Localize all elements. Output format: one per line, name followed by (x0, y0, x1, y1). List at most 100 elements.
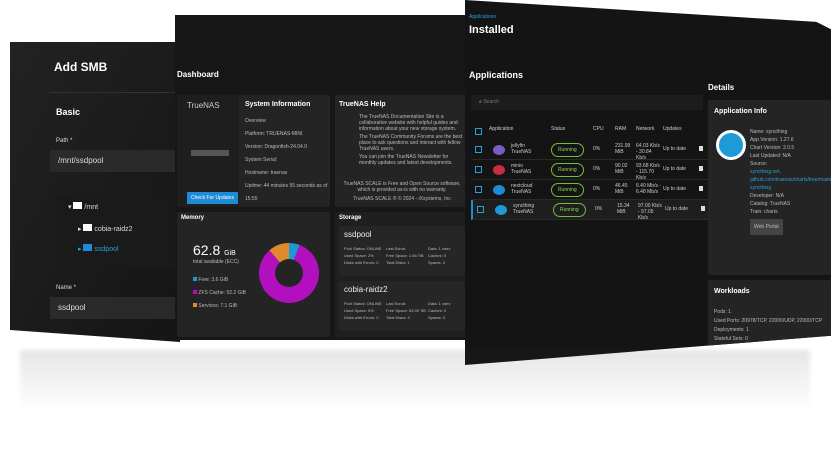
col-application[interactable]: Application (489, 126, 514, 132)
legend-item: Services: 7.1 GiB (193, 300, 246, 313)
pool-card[interactable]: ssdpool Pool Status: ONLINE Used Space: 2%… (339, 226, 465, 276)
check-updates-button[interactable]: Check For Updates (187, 192, 239, 204)
legend-swatch (193, 290, 197, 294)
donut-hole (275, 259, 303, 287)
table-header: Application Status CPU RAM Network Updat… (471, 118, 711, 144)
workloads-card: Workloads Pods: 1 Used Ports: 20978/TCP, … (708, 280, 831, 350)
search-placeholder: Search (483, 99, 500, 105)
path-input[interactable]: /mnt/ssdpool (50, 150, 180, 172)
source-link[interactable]: syncthing.net, (750, 169, 781, 175)
ram-cell: 231.99 MiB (615, 143, 631, 155)
card-title: Memory (181, 215, 205, 221)
pool-stat: Last Scrub: (386, 246, 407, 251)
section-title: Applications (469, 70, 524, 80)
tree-item-cobia[interactable]: ▸ cobia-raidz2 (78, 224, 133, 233)
help-docs: The TrueNAS Documentation Site is a coll… (359, 114, 458, 132)
overview-label: Overview (245, 118, 266, 124)
pool-card[interactable]: cobia-raidz2 Pool Status: ONLINE Used Spac… (339, 281, 465, 331)
detail-line: App Version: 1.27.6 (750, 137, 794, 143)
table-row[interactable]: syncthing TrueNAS Running 0% 15.34 MiB 97.00 … (471, 200, 711, 221)
network-cell: 97.00 Kb/s - 97.05 Kb/s (638, 203, 662, 221)
help-footer: TrueNAS SCALE is Free and Open Source so… (343, 181, 461, 193)
tree-item-ssdpool[interactable]: ▸ ssdpool (78, 244, 119, 253)
status-badge: Running (551, 143, 584, 157)
ram-cell: 46.45 MiB (615, 183, 628, 195)
server-image (191, 150, 229, 156)
help-forums: The TrueNAS Community Forums are the bes… (359, 134, 463, 152)
section-title: Basic (56, 107, 81, 117)
tree-item-mnt[interactable]: ▾ /mnt (68, 202, 99, 211)
pool-stat: Spares: 0 (428, 315, 446, 320)
pool-stat: Spares: 0 (428, 260, 446, 265)
add-smb-panel: Add SMB Basic Path * /mnt/ssdpool ▾ /mnt… (10, 42, 180, 342)
detail-line: Name: syncthing (750, 129, 788, 135)
uptime: Uptime: 44 minutes 55 seconds as of 15:5… (245, 183, 328, 202)
memory-donut-chart (259, 243, 319, 303)
table-row[interactable]: jellyfin TrueNAS Running 0% 231.99 MiB 64.03 … (471, 140, 711, 161)
cpu-cell: 0% (593, 146, 601, 152)
breadcrumb[interactable]: Applications (469, 14, 496, 20)
col-updates: Updates (663, 126, 682, 132)
tree-label: cobia-raidz2 (94, 226, 133, 233)
name-input[interactable]: ssdpool (50, 297, 180, 319)
pool-stat: Used Space: 5% (344, 308, 374, 313)
trash-icon[interactable] (699, 186, 703, 191)
table-row[interactable]: nextcloud TrueNAS Running 0% 46.45 MiB 6.40 M… (471, 180, 711, 200)
row-checkbox[interactable] (475, 146, 482, 153)
system-serial: System Serial: (245, 157, 278, 163)
app-name-cell: nextcloud TrueNAS (511, 183, 533, 195)
row-checkbox[interactable] (475, 166, 482, 173)
cpu-cell: 0% (595, 206, 603, 212)
search-icon: ⌕ (479, 99, 482, 105)
detail-line: Last Updated: N/A (750, 153, 791, 159)
updates-cell: Up to date (665, 206, 689, 212)
source-link[interactable]: syncthing (750, 185, 772, 191)
apps-panel: Applications Installed Applications ⌕ Se… (465, 0, 831, 365)
pool-name: ssdpool (344, 230, 372, 239)
pool-stat: Data: 1 vdev (428, 246, 451, 251)
network-cell: 64.03 Kb/s - 30.84 Kb/s (636, 143, 660, 161)
workload-line: Deployments: 1 (714, 327, 749, 333)
row-checkbox[interactable] (477, 206, 484, 213)
search-input[interactable]: ⌕ Search (471, 95, 703, 110)
app-icon (493, 165, 505, 175)
legend-item: ZFS Cache: 52.2 GiB (193, 287, 246, 300)
app-name-cell: minio TrueNAS (511, 163, 532, 175)
workload-line: Used Ports: 20978/TCP, 22000/UDP, 22000/… (714, 318, 823, 324)
reflection (20, 350, 810, 410)
trash-icon[interactable] (699, 166, 703, 171)
trash-icon[interactable] (701, 206, 705, 211)
table-row[interactable]: minio TrueNAS Running 0% 90.02 MiB 93.68 Kb/s… (471, 160, 711, 181)
detail-line: Catalog: TrueNAS (750, 201, 791, 207)
network-cell: 6.40 Mb/s - 6.48 Mb/s (636, 183, 662, 195)
source-link[interactable]: github.com/truenas/charts/tree/master/ch… (750, 177, 831, 183)
detail-line: Chart Version: 2.0.5 (750, 145, 795, 151)
pool-stat: Caches: 0 (428, 253, 447, 258)
help-newsletter: You can join the TrueNAS Newsletter for … (359, 154, 453, 166)
platform: Platform: TRUENAS-MINI (245, 131, 303, 137)
version: Version: Dragonfish-24.04.0 (245, 144, 307, 150)
legend-label: ZFS Cache: 52.2 GiB (198, 290, 246, 296)
col-ram: RAM (615, 126, 627, 132)
trash-icon[interactable] (699, 146, 703, 151)
web-portal-button[interactable]: Web Portal (750, 219, 783, 235)
workload-line: Pods: 1 (714, 309, 731, 315)
folder-icon (83, 224, 93, 231)
app-icon (493, 185, 505, 195)
row-checkbox[interactable] (475, 186, 482, 193)
name-label: Name * (56, 285, 77, 291)
folder-icon (83, 244, 93, 251)
memory-legend: Free: 3.6 GiB ZFS Cache: 52.2 GiB Servic… (193, 274, 246, 313)
col-cpu: CPU (593, 126, 604, 132)
pool-stat: Disks with Errors: 0 (344, 260, 379, 265)
cpu-cell: 0% (593, 186, 601, 192)
workload-line: Stateful Sets: 0 (714, 336, 748, 342)
app-info-card: Application Info Name: syncthing App Vers… (708, 100, 831, 275)
updates-cell: Up to date (663, 186, 687, 192)
select-all-checkbox[interactable] (475, 128, 482, 135)
help-card: TrueNAS Help The TrueNAS Documentation S… (335, 95, 467, 207)
tree-label: /mnt (84, 204, 99, 211)
legend-label: Free: 3.6 GiB (198, 277, 229, 283)
col-status: Status (551, 126, 566, 132)
hostname: Hostname: truenas (245, 170, 288, 176)
